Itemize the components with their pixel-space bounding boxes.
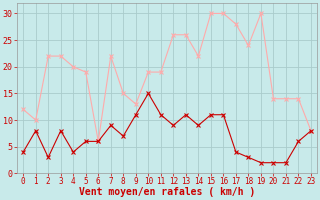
X-axis label: Vent moyen/en rafales ( km/h ): Vent moyen/en rafales ( km/h ) [79,187,255,197]
